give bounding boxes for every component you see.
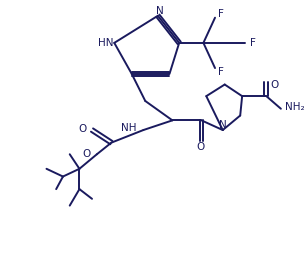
Text: O: O bbox=[196, 141, 205, 151]
Text: O: O bbox=[78, 124, 86, 134]
Text: NH: NH bbox=[121, 123, 136, 133]
Text: F: F bbox=[218, 9, 224, 19]
Text: NH₂: NH₂ bbox=[285, 102, 304, 112]
Text: F: F bbox=[250, 38, 256, 48]
Text: O: O bbox=[83, 149, 91, 159]
Text: F: F bbox=[218, 67, 224, 77]
Text: HN: HN bbox=[98, 38, 113, 48]
Text: N: N bbox=[219, 120, 227, 130]
Text: O: O bbox=[270, 79, 278, 89]
Text: N: N bbox=[156, 6, 164, 16]
